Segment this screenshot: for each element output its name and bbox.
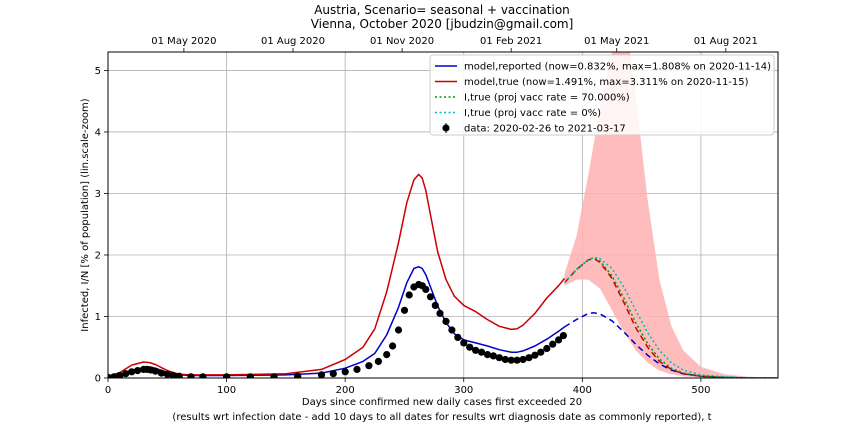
data-point <box>525 354 533 362</box>
top-axis-tick-label: 01 May 2020 <box>151 36 216 47</box>
legend-label: data: 2020-02-26 to 2021-03-17 <box>464 124 626 135</box>
series-line-0 <box>108 265 565 378</box>
legend-label: I,true (proj vacc rate = 0%) <box>464 108 601 119</box>
x-tick-label: 200 <box>336 385 355 396</box>
data-point <box>394 326 403 334</box>
data-point <box>555 336 563 344</box>
data-point <box>483 351 492 359</box>
legend-label: model,true (now=1.491%, max=3.311% on 20… <box>464 77 749 88</box>
data-point <box>448 326 456 334</box>
top-axis-tick-label: 01 May 2021 <box>584 36 649 47</box>
data-point <box>223 373 231 378</box>
x-tick-label: 400 <box>573 385 592 396</box>
data-point <box>341 368 349 376</box>
legend: model,reported (now=0.832%, max=1.808% o… <box>429 54 775 136</box>
chart-title-line-1: Austria, Scenario= seasonal + vaccinatio… <box>314 3 570 17</box>
series-line-2 <box>108 173 566 377</box>
data-point <box>400 306 409 314</box>
data-point <box>495 354 503 362</box>
data-point <box>270 373 278 378</box>
data-point <box>460 339 468 347</box>
data-point <box>246 373 254 378</box>
data-point <box>110 373 118 378</box>
data-point <box>559 332 568 340</box>
data-point <box>442 317 450 325</box>
data-point <box>531 351 539 359</box>
data-point <box>466 343 474 351</box>
legend-label: I,true (proj vacc rate = 70.000%) <box>464 93 630 104</box>
data-point <box>175 372 183 378</box>
data-point <box>543 344 551 353</box>
data-point <box>294 372 302 378</box>
top-axis-tick-label: 01 Nov 2020 <box>370 36 434 47</box>
data-point <box>405 291 413 299</box>
legend-marker <box>442 124 450 132</box>
top-axis-tick-label: 01 Aug 2020 <box>261 36 325 47</box>
data-point <box>383 351 391 359</box>
y-tick-label: 1 <box>95 312 101 323</box>
y-tick-label: 4 <box>95 127 101 138</box>
data-point <box>549 340 557 348</box>
data-point <box>426 293 435 301</box>
data-point <box>374 357 382 365</box>
x-tick-label: 300 <box>454 385 473 396</box>
data-point <box>431 301 439 309</box>
data-point <box>163 370 171 378</box>
series-line-5 <box>563 256 778 378</box>
x-tick-label: 100 <box>217 385 236 396</box>
plot-frame <box>107 51 779 379</box>
data-point <box>454 333 462 341</box>
data-point <box>422 285 430 293</box>
data-point <box>537 348 545 356</box>
data-point <box>329 370 337 378</box>
data-point <box>389 342 397 350</box>
y-tick-label: 3 <box>95 189 101 200</box>
data-point <box>513 356 521 364</box>
data-point <box>151 367 159 375</box>
y-axis-label: Infected, I/N [% of population] (lin.sca… <box>80 98 91 331</box>
data-point <box>507 356 515 364</box>
top-axis-tick-label: 01 Aug 2021 <box>694 36 758 47</box>
data-point <box>128 368 136 376</box>
data-point <box>317 371 326 378</box>
x-axis-label-secondary: (results wrt infection date - add 10 day… <box>172 412 711 423</box>
data-point <box>519 355 527 364</box>
y-tick-label: 5 <box>95 66 101 77</box>
data-point <box>116 371 124 378</box>
data-point <box>187 373 195 378</box>
legend-label: model,reported (now=0.832%, max=1.808% o… <box>464 62 771 73</box>
y-tick-label: 0 <box>95 374 101 385</box>
top-axis-tick-label: 01 Feb 2021 <box>480 36 542 47</box>
x-tick-label: 500 <box>691 385 710 396</box>
data-point <box>477 348 486 356</box>
data-point <box>472 346 480 354</box>
data-point <box>436 309 444 317</box>
data-point <box>134 367 142 375</box>
data-point <box>169 371 177 378</box>
ticks-layer: 0 100 200 300 400 500 0 1 2 3 4 5 01 May 2020 01 Aug … <box>95 36 758 396</box>
data-point <box>122 370 130 378</box>
y-tick-label: 2 <box>95 250 101 261</box>
data-point <box>489 352 497 360</box>
data-point <box>353 365 361 373</box>
series-line-1 <box>564 312 778 378</box>
data-points-layer <box>108 280 568 378</box>
x-tick-label: 0 <box>105 385 111 396</box>
chart-title-line-2: Vienna, October 2020 [jbudzin@gmail.com] <box>311 17 574 31</box>
series-line-3 <box>563 257 778 378</box>
legend-box <box>429 54 775 136</box>
data-point <box>199 373 207 378</box>
x-axis-label: Days since confirmed new daily cases fir… <box>302 397 582 408</box>
data-point <box>501 355 509 364</box>
data-point <box>157 369 165 377</box>
data-point <box>365 362 373 370</box>
